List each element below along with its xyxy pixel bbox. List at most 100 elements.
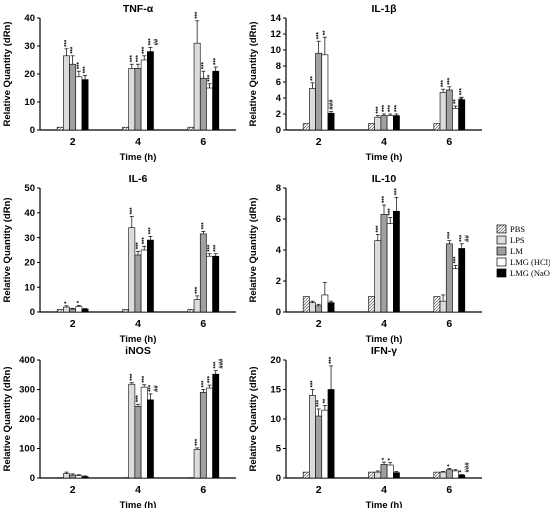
bar-lmg-naoh-2h xyxy=(81,79,89,131)
bar-lm-4h xyxy=(380,464,388,479)
y-tick-label: 4 xyxy=(276,93,282,104)
x-axis-label: Time (h) xyxy=(366,500,403,508)
x-axis-label: Time (h) xyxy=(366,152,403,163)
x-tick-label: 4 xyxy=(135,484,141,496)
y-axis-label: Relative Quantity (dRn) xyxy=(248,21,259,126)
y-tick-label: 20 xyxy=(24,258,35,269)
x-tick-label: 4 xyxy=(381,484,387,496)
x-axis-label: Time (h) xyxy=(120,152,157,163)
panel-title: IL-6 xyxy=(129,173,148,185)
bar-lm-6h xyxy=(199,392,207,479)
significance-label: * xyxy=(447,464,453,467)
y-tick-label: 10 xyxy=(270,45,281,56)
x-axis-label: Time (h) xyxy=(366,334,403,345)
y-tick-label: 20 xyxy=(24,69,35,80)
significance-label: *** xyxy=(142,46,148,54)
y-tick-label: 10 xyxy=(24,97,35,108)
y-tick-label: 0 xyxy=(276,125,281,136)
legend-swatch xyxy=(496,235,507,245)
y-axis-label: Relative Quantity (dRn) xyxy=(2,366,13,471)
significance-label: ** xyxy=(323,30,329,35)
bar-lps-6h xyxy=(439,92,447,131)
bar-lps-6h xyxy=(193,299,201,313)
significance-label: *** xyxy=(142,375,148,383)
x-tick-label: 2 xyxy=(70,484,76,496)
bar-lmg-naoh-6h xyxy=(458,248,466,313)
bar-lmg-naoh-2h xyxy=(81,476,89,479)
significance-label: *** xyxy=(376,106,382,114)
bar-pbs-6h xyxy=(433,296,441,313)
significance-label: ## xyxy=(465,234,471,241)
bar-lps-4h xyxy=(128,383,136,479)
significance-label: ** xyxy=(454,99,460,104)
bar-lmg-naoh-2h xyxy=(327,302,335,313)
bar-lm-6h xyxy=(199,77,207,131)
bar-lm-4h xyxy=(380,214,388,313)
bar-lmg-hcl-2h xyxy=(75,475,83,479)
x-axis-label: Time (h) xyxy=(120,334,157,345)
y-tick-label: 50 xyxy=(24,183,35,194)
significance-label: * xyxy=(64,301,70,304)
y-tick-label: 100 xyxy=(19,444,35,455)
x-tick-label: 6 xyxy=(446,318,452,330)
bar-lmg-hcl-2h xyxy=(75,76,83,131)
significance-label: *** xyxy=(388,208,394,216)
significance-label: *** xyxy=(77,62,83,70)
bar-lm-4h xyxy=(134,406,142,479)
significance-label: *** xyxy=(394,188,400,196)
panel-title: IL-10 xyxy=(372,173,397,185)
bar-pbs-2h xyxy=(302,471,310,479)
significance-label: *** xyxy=(130,55,136,63)
bar-lps-6h xyxy=(439,471,447,479)
bar-lm-2h xyxy=(315,305,323,313)
significance-label: *** xyxy=(195,438,201,446)
bar-lmg-naoh-6h xyxy=(212,373,220,479)
y-tick-label: 20 xyxy=(270,355,281,366)
significance-label: * xyxy=(77,300,83,303)
bar-lps-4h xyxy=(128,227,136,313)
significance-label: *** xyxy=(201,380,207,388)
chart-panel-1: 0 2 4 6 8 10 12 14 IL-1β Relative Quantity (dRn) T… xyxy=(248,3,482,163)
x-tick-label: 6 xyxy=(200,484,206,496)
x-tick-label: 4 xyxy=(381,136,387,148)
significance-label: *** xyxy=(201,222,207,230)
bar-lmg-naoh-4h xyxy=(147,51,154,131)
bar-lmg-naoh-4h xyxy=(147,399,154,479)
bar-pbs-4h xyxy=(122,309,129,313)
bar-pbs-6h xyxy=(187,126,195,131)
bar-lps-6h xyxy=(193,42,201,131)
panel-title: IL-1β xyxy=(371,3,397,15)
y-tick-label: 200 xyxy=(19,414,35,425)
significance-label: *** xyxy=(148,38,154,46)
significance-label: *** xyxy=(130,207,136,215)
x-tick-label: 2 xyxy=(316,484,322,496)
legend-label: PBS xyxy=(510,224,525,234)
bar-lmg-hcl-4h xyxy=(140,59,148,131)
significance-label: *** xyxy=(136,242,142,250)
y-axis-label: Relative Quantity (dRn) xyxy=(248,366,259,471)
bar-lm-2h xyxy=(315,415,323,479)
bar-lps-2h xyxy=(63,473,70,479)
legend-swatch xyxy=(496,224,507,234)
legend-swatch xyxy=(496,246,507,256)
bar-pbs-4h xyxy=(368,296,375,313)
y-tick-label: 8 xyxy=(276,61,281,72)
chart-panel-5: 0 5 10 15 20 IFN-γ Relative Quantity (dRn) Time… xyxy=(248,345,482,508)
bar-lm-6h xyxy=(199,233,207,313)
legend-label: LPS xyxy=(510,235,525,245)
y-tick-label: 40 xyxy=(24,13,35,24)
bar-pbs-6h xyxy=(433,123,441,131)
x-tick-label: 6 xyxy=(200,136,206,148)
y-tick-label: 10 xyxy=(24,282,35,293)
significance-label: *** xyxy=(195,11,201,19)
legend-label: LMG (HCl) xyxy=(510,257,550,267)
y-axis-label: Relative Quantity (dRn) xyxy=(2,197,13,302)
bar-lmg-hcl-4h xyxy=(386,464,394,479)
x-tick-label: 4 xyxy=(381,318,387,330)
bar-lps-2h xyxy=(63,306,70,313)
bar-lps-4h xyxy=(128,68,136,131)
legend-swatch xyxy=(496,268,507,278)
bar-lm-6h xyxy=(445,243,453,313)
x-tick-label: 2 xyxy=(70,136,76,148)
significance-label: ## xyxy=(154,38,160,45)
